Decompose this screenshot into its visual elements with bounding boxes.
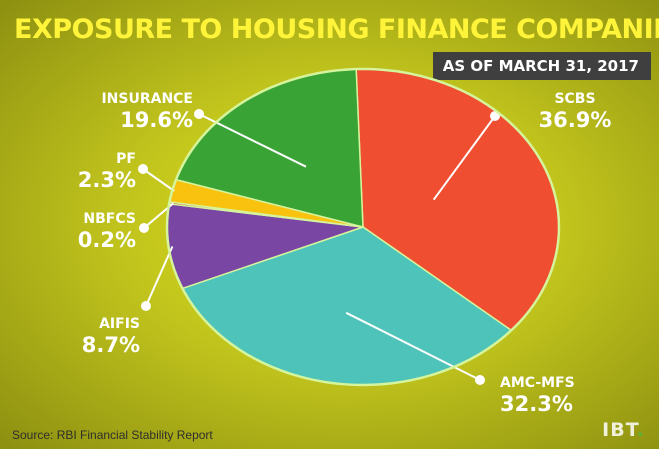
slice-label-amc-mfs: AMC-MFS	[500, 375, 575, 391]
slice-value-amc-mfs: 32.3%	[500, 392, 573, 416]
leader-line-pf	[142, 168, 175, 192]
chart-subtitle: AS OF MARCH 31, 2017	[432, 52, 651, 80]
slice-value-aifis: 8.7%	[82, 333, 140, 357]
pie-slices	[166, 68, 560, 386]
chart-title: EXPOSURE TO HOUSING FINANCE COMPANIES	[14, 14, 659, 45]
slice-value-pf: 2.3%	[78, 168, 136, 192]
slice-value-scbs: 36.9%	[539, 108, 612, 132]
slice-label-scbs: SCBS	[554, 91, 595, 107]
slice-label-nbfcs: NBFCS	[83, 211, 136, 227]
logo-text: IBT	[602, 419, 637, 441]
leader-line-aifis	[145, 246, 174, 307]
leader-line-scbs	[432, 115, 496, 201]
leader-dot-amc-mfs	[475, 375, 485, 385]
slice-label-insurance: INSURANCE	[101, 91, 193, 107]
slice-label-aifis: AIFIS	[99, 316, 140, 332]
leader-dot-aifis	[141, 301, 151, 311]
slice-label-pf: PF	[116, 151, 136, 167]
slice-value-insurance: 19.6%	[120, 108, 193, 132]
leader-dot-insurance	[194, 109, 204, 119]
logo-dot: .	[636, 419, 645, 441]
leader-line-amc-mfs	[345, 311, 481, 381]
source-note: Source: RBI Financial Stability Report	[12, 428, 213, 442]
slice-value-nbfcs: 0.2%	[78, 228, 136, 252]
leader-dot-pf	[138, 164, 148, 174]
pie-outline	[165, 67, 561, 387]
ibt-logo: IBT.	[602, 419, 645, 441]
leader-dot-nbfcs	[139, 223, 149, 233]
